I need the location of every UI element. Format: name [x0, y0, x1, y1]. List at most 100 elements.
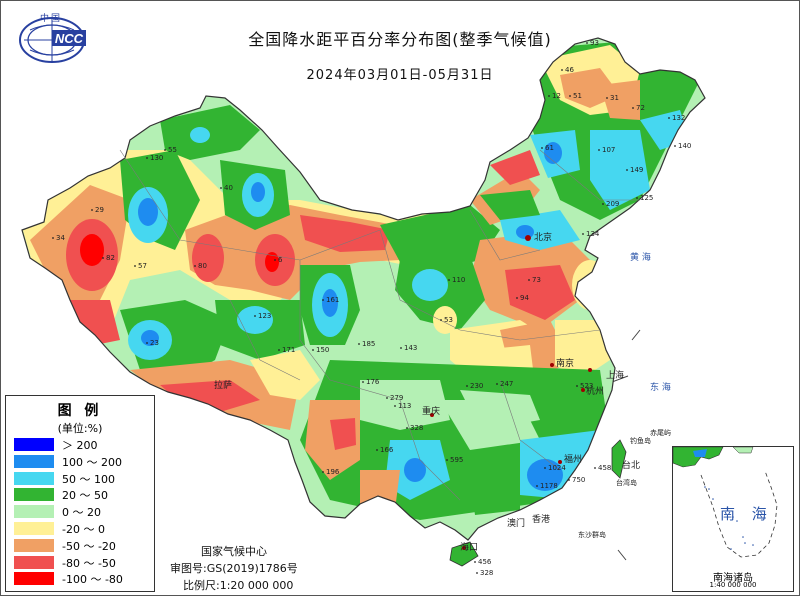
station-value: 61	[545, 144, 554, 152]
station-value: 209	[606, 200, 619, 208]
legend-swatch	[14, 522, 54, 535]
station-dot	[582, 233, 584, 235]
station-value: 46	[565, 66, 574, 74]
station-value: 40	[224, 184, 233, 192]
legend-label: -50 ～ -20	[62, 539, 116, 553]
station-dot	[322, 299, 324, 301]
legend-label: 100 ～ 200	[62, 455, 122, 469]
legend-swatch	[14, 505, 54, 519]
station-value: 125	[640, 194, 653, 202]
yellow-sea-label: 黄 海	[630, 251, 651, 263]
station-value: 94	[520, 294, 529, 302]
station-dot	[544, 467, 546, 469]
station-dot	[626, 169, 628, 171]
place-taiwan: 台湾岛	[616, 479, 637, 487]
station-value: 31	[610, 94, 619, 102]
station-dot	[146, 342, 148, 344]
station-dot	[448, 279, 450, 281]
station-value: 107	[602, 146, 615, 154]
station-dot	[476, 572, 478, 574]
legend-row: -80 ～ -50	[14, 555, 154, 570]
legend-row: 50 ～ 100	[14, 471, 154, 486]
station-dot	[516, 297, 518, 299]
station-dot	[541, 147, 543, 149]
map-title: 全国降水距平百分率分布图(整季气候值)	[248, 30, 552, 49]
station-dot	[400, 347, 402, 349]
station-value: 93	[590, 39, 599, 47]
station-dot	[146, 157, 148, 159]
legend-swatch	[14, 454, 54, 468]
legend-label: -20 ～ 0	[62, 523, 105, 536]
inset-map	[673, 447, 778, 558]
station-value: 166	[380, 446, 394, 454]
station-value: 80	[198, 262, 207, 270]
station-value: 6	[278, 256, 283, 264]
review-number: 审图号:GS(2019)1786号	[170, 562, 298, 575]
station-value: 458	[598, 464, 611, 472]
station-dot	[440, 319, 442, 321]
station-dot	[274, 259, 276, 261]
place-diaoyu: 钓鱼岛	[630, 437, 651, 445]
station-value: 171	[282, 346, 295, 354]
station-dot	[91, 209, 93, 211]
station-value: 161	[326, 296, 339, 304]
station-value: 55	[168, 146, 177, 154]
station-value: 750	[572, 476, 585, 484]
station-value: 150	[316, 346, 329, 354]
legend-swatch	[14, 538, 54, 552]
station-value: 132	[672, 114, 685, 122]
station-value: 185	[362, 340, 375, 348]
station-value: 328	[480, 569, 493, 577]
station-dot	[536, 485, 538, 487]
station-value: 73	[532, 276, 541, 284]
station-value: 196	[326, 468, 340, 476]
station-dot	[358, 343, 360, 345]
station-value: 176	[366, 378, 380, 386]
station-dot	[164, 149, 166, 151]
station-value: 113	[398, 402, 411, 410]
legend-title: 图 例	[57, 403, 103, 419]
station-dot	[220, 187, 222, 189]
station-dot	[406, 427, 408, 429]
place-dongsha: 东沙群岛	[578, 531, 606, 539]
station-dot	[466, 385, 468, 387]
south-sea-inset: 南 海 南海诸岛 1:40 000 000	[672, 446, 794, 592]
station-dot	[598, 149, 600, 151]
station-dot	[322, 471, 324, 473]
taiwan-island	[611, 439, 627, 479]
place-chongqing: 重庆	[422, 407, 441, 417]
station-dot	[312, 349, 314, 351]
station-dot	[528, 279, 530, 281]
place-chiwei: 赤尾屿	[650, 429, 671, 437]
station-dot	[194, 265, 196, 267]
station-dot	[602, 203, 604, 205]
legend-swatch	[14, 555, 54, 569]
inset-scale: 1:40 000 000	[709, 581, 757, 589]
logo-abbr: NCC	[55, 31, 84, 46]
station-dot	[134, 265, 136, 267]
legend-swatch	[14, 471, 54, 485]
station-value: 595	[450, 456, 463, 464]
station-value: 29	[95, 206, 104, 214]
station-dot	[52, 237, 54, 239]
station-value: 456	[478, 558, 492, 566]
station-value: 123	[258, 312, 271, 320]
station-dot	[594, 467, 596, 469]
logo-org-text: 中国	[40, 14, 63, 24]
station-value: 230	[470, 382, 483, 390]
station-value: 1178	[540, 482, 558, 490]
place-haikou: 海口	[460, 543, 479, 553]
station-dot	[548, 95, 550, 97]
legend-swatch	[14, 488, 54, 502]
center-name: 国家气候中心	[201, 545, 267, 558]
station-dot	[576, 385, 578, 387]
place-lhasa: 拉萨	[214, 381, 233, 391]
station-value: 12	[552, 92, 561, 100]
place-macau: 澳门	[507, 519, 526, 529]
hainan-island	[449, 541, 479, 567]
station-value: 110	[452, 276, 465, 284]
station-dot	[474, 561, 476, 563]
station-value: 82	[106, 254, 115, 262]
station-dot	[278, 349, 280, 351]
